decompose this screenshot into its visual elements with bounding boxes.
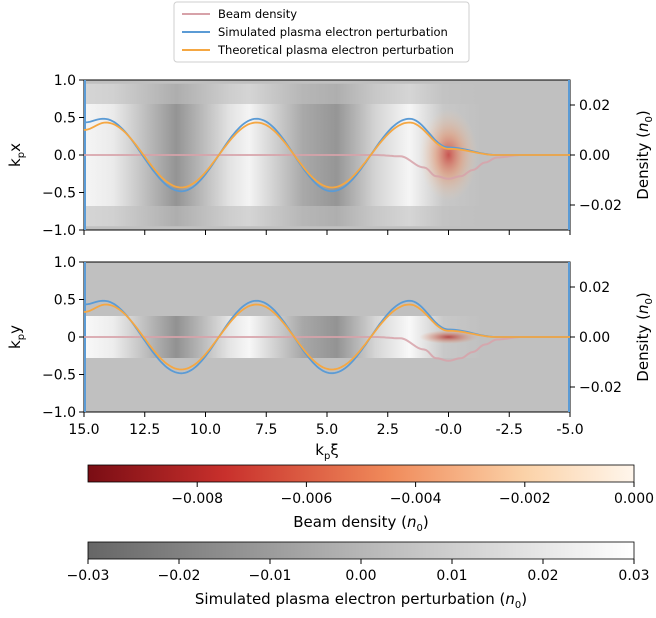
panel-x: 1.0 0.5 0.0 −0.5 −1.0 0.02 0.00 −0.02 kpx Density…	[6, 73, 655, 239]
x-tick-label: 12.5	[129, 422, 160, 438]
left-tick-label: 0.5	[54, 111, 76, 127]
field-fade-top	[84, 262, 570, 286]
series-line-2	[83, 303, 570, 371]
colorbar-perturbation-label: Simulated plasma electron perturbation (…	[195, 590, 527, 611]
left-axis-label: kpx	[6, 143, 27, 167]
colorbar-tick-label: −0.004	[390, 491, 442, 507]
left-tick-label: −1.0	[42, 405, 76, 421]
colorbar-beam-label: Beam density (n0)	[293, 513, 428, 534]
x-tick-label: 10.0	[190, 422, 221, 438]
left-tick-label: 1.0	[54, 255, 76, 271]
x-tick-label: 2.5	[377, 422, 399, 438]
right-tick-label: −0.02	[579, 380, 622, 396]
field-fade-top	[84, 80, 570, 104]
series-line-2	[83, 121, 570, 189]
right-axis-label: Density (n0)	[634, 110, 655, 199]
x-tick-label: 7.5	[255, 422, 277, 438]
left-axis-label: kpy	[6, 325, 27, 349]
right-tick-label: 0.02	[579, 98, 610, 114]
left-tick-label: 0.5	[54, 293, 76, 309]
x-tick-label: -2.5	[496, 422, 523, 438]
colorbar-tick-label: 0.000	[614, 491, 654, 507]
beam-density-blob	[419, 108, 478, 202]
colorbar-perturbation-bar	[87, 541, 635, 560]
left-tick-label: −0.5	[42, 186, 76, 202]
legend: Beam density Simulated plasma electron p…	[173, 1, 470, 63]
x-axis-label: kpξ	[315, 441, 338, 462]
field-fade-bottom	[84, 388, 570, 412]
right-tick-label: 0.00	[579, 330, 610, 346]
panel-y: 1.0 0.5 0 −0.5 −1.0 0.02 0.00 −0.02 15.0 12.5 10.0…	[6, 255, 655, 438]
series-line-0	[84, 336, 570, 362]
colorbar-tick-label: 0.00	[345, 568, 376, 584]
colorbar-perturbation: −0.03 −0.02 −0.01 0.00 0.01 0.02 0.03 Simulate…	[67, 541, 650, 611]
colorbar-tick-label: −0.006	[280, 491, 332, 507]
colorbar-tick-label: −0.008	[171, 491, 223, 507]
left-tick-label: 0.0	[54, 148, 76, 164]
colorbar-tick-label: 0.01	[436, 568, 467, 584]
series-line-0	[84, 154, 570, 180]
right-tick-label: 0.00	[579, 148, 610, 164]
left-tick-label: −0.5	[42, 368, 76, 384]
colorbar-tick-label: 0.03	[618, 568, 649, 584]
colorbar-tick-label: −0.002	[499, 491, 551, 507]
beam-density-blob	[419, 330, 478, 344]
left-tick-label: 0	[67, 330, 76, 346]
legend-label-beam: Beam density	[218, 7, 297, 21]
field-fade-bottom	[84, 206, 570, 230]
right-tick-label: −0.02	[579, 198, 622, 214]
right-axis-label: Density (n0)	[634, 292, 655, 381]
colorbar-tick-label: −0.02	[158, 568, 201, 584]
colorbar-beam-density: −0.008 −0.006 −0.004 −0.002 0.000 Beam densi…	[87, 464, 654, 534]
colorbar-tick-label: −0.03	[67, 568, 110, 584]
x-tick-label: 5.0	[316, 422, 338, 438]
colorbar-tick-label: −0.01	[249, 568, 292, 584]
x-tick-label: -0.0	[435, 422, 462, 438]
right-tick-label: 0.02	[579, 280, 610, 296]
x-tick-label: -5.0	[556, 422, 583, 438]
legend-frame	[173, 1, 470, 63]
colorbar-beam-bar	[87, 464, 635, 483]
legend-label-simulated: Simulated plasma electron perturbation	[218, 25, 448, 39]
legend-label-theoretical: Theoretical plasma electron perturbation	[217, 43, 454, 57]
colorbar-tick-label: 0.02	[527, 568, 558, 584]
left-tick-label: 1.0	[54, 73, 76, 89]
x-tick-label: 15.0	[68, 422, 99, 438]
left-tick-label: −1.0	[42, 223, 76, 239]
